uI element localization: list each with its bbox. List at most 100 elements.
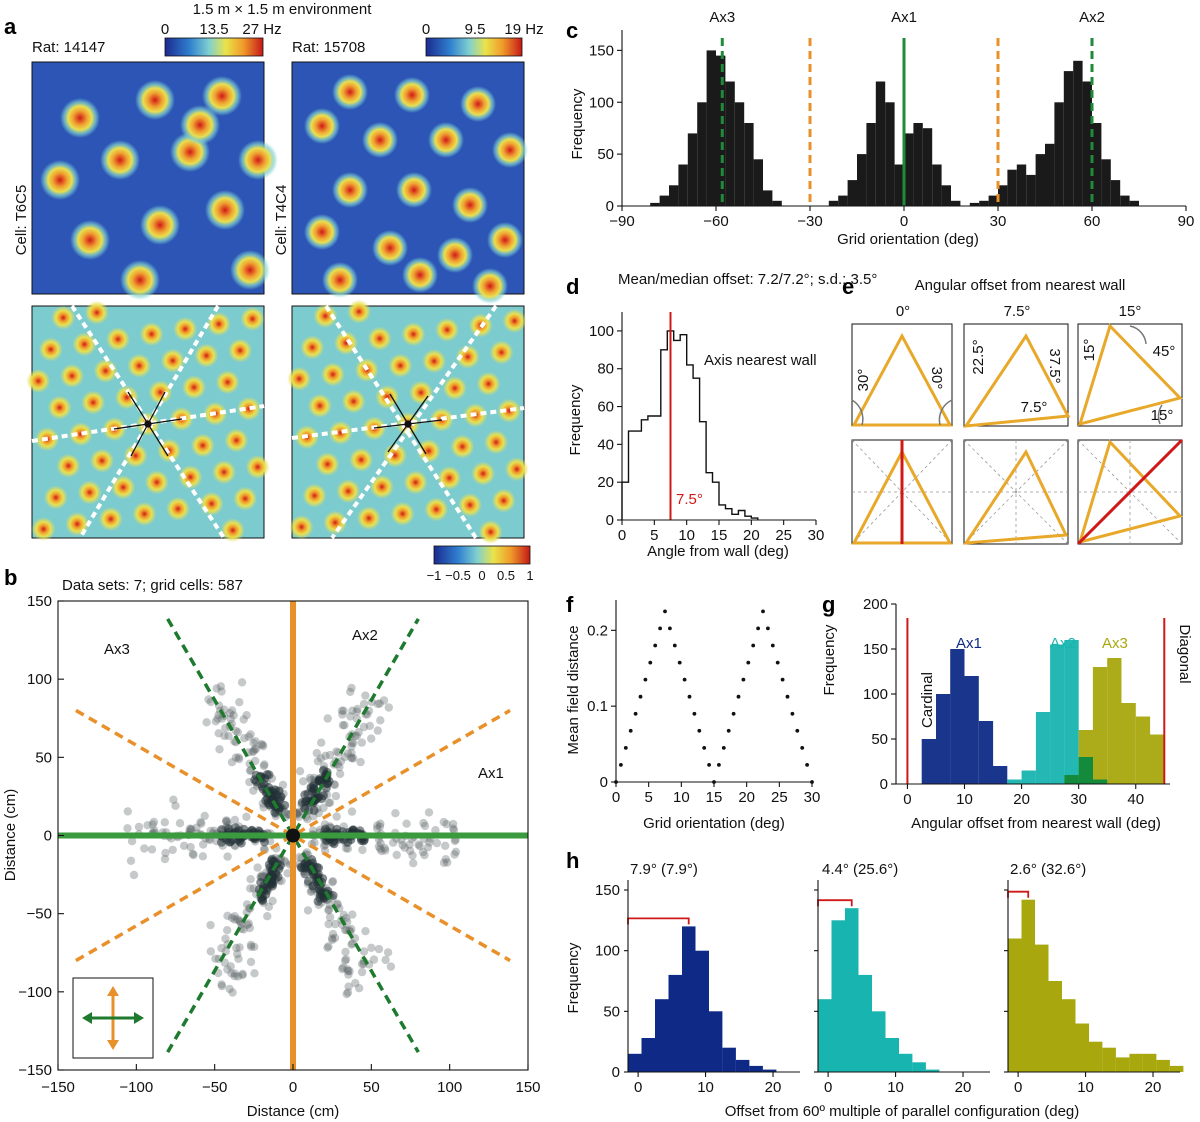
scatter-point	[344, 970, 353, 979]
autocorr-peak	[471, 461, 496, 486]
scatter-point	[386, 962, 396, 971]
x-tick-label: 90	[1178, 213, 1195, 230]
scatter-point	[449, 825, 459, 835]
curve-point	[677, 660, 682, 665]
scatter-point	[233, 972, 243, 981]
scatter-point	[361, 927, 370, 936]
curve-point	[658, 626, 662, 631]
rat-left: Rat: 14147	[32, 39, 105, 56]
autocorr-peak	[458, 493, 482, 517]
scatter-point	[238, 969, 247, 978]
scatter-point	[197, 819, 206, 828]
panel-d-title: Mean/median offset: 7.2/7.2°; s.d.: 3.5°	[618, 271, 877, 288]
curve-point	[805, 763, 809, 767]
scatter-point	[367, 943, 376, 952]
scatter-point	[376, 844, 385, 854]
y-tick-label: 200	[863, 596, 888, 613]
histogram-bar-ax3	[1150, 734, 1165, 784]
scatter-point	[231, 753, 241, 762]
autocorr-peak	[502, 309, 527, 333]
panel-c: Ax3 Ax1 Ax2 −90 −60 −30 0 30 60 90 0 50 100 150 Grid…	[569, 9, 1194, 248]
scatter-point	[143, 821, 152, 830]
scatter-point	[347, 753, 356, 762]
scatter-point	[300, 859, 310, 869]
histogram-bar	[1102, 1047, 1116, 1072]
scatter-point	[343, 749, 353, 758]
panel-e: Angular offset from nearest wall 0° 7.5°…	[851, 277, 1184, 546]
scatter-point	[316, 754, 326, 763]
cardinal-label: Cardinal	[919, 672, 936, 728]
firing-field	[135, 80, 175, 120]
curve-point	[663, 609, 667, 614]
autocorr-peak	[139, 322, 164, 347]
scatter-point	[217, 944, 226, 953]
scatter-point	[321, 751, 330, 760]
curve-point	[736, 694, 741, 699]
firing-field	[322, 262, 358, 298]
autocorr-peak	[307, 393, 332, 418]
autocorr-peak	[476, 371, 501, 396]
cell-left: Cell: T6C5	[13, 185, 30, 256]
autocorr-peak	[390, 501, 415, 526]
scatter-point	[419, 818, 428, 828]
scatter-point	[338, 964, 347, 974]
autocorrelogram-right	[287, 299, 529, 544]
scatter-point	[336, 757, 346, 766]
scatter-point	[257, 895, 267, 904]
scatter-point	[234, 754, 244, 764]
histogram-bar	[641, 1038, 655, 1072]
scatter-point	[313, 757, 323, 766]
curve-point	[761, 609, 765, 614]
scatter-point	[352, 731, 362, 740]
x-tick-label: 0	[618, 527, 626, 544]
histogram-bar-ax1	[964, 676, 979, 784]
marker-label: Ax3	[709, 9, 735, 26]
scatter-point	[328, 878, 337, 887]
scatter-point	[325, 913, 335, 922]
curve-point	[780, 677, 785, 682]
scatter-point	[347, 742, 356, 751]
curve-point	[633, 711, 638, 716]
scatter-point	[230, 969, 239, 978]
autocorr-peak	[347, 299, 371, 324]
histogram-bar	[1026, 174, 1036, 206]
autocorr-peak	[173, 317, 198, 341]
scatter-point	[220, 731, 229, 741]
scatter-point	[374, 944, 384, 954]
panel-d-xlabel: Angle from wall (deg)	[647, 543, 789, 560]
histogram-bar	[1035, 154, 1045, 206]
scatter-point	[356, 757, 365, 767]
angle-1-right: 37.5°	[1046, 348, 1063, 383]
scatter-point	[217, 687, 226, 696]
scatter-point	[439, 858, 449, 867]
firing-field	[332, 74, 368, 110]
curve-point	[697, 728, 702, 733]
rate-map-left	[31, 61, 278, 300]
autocorr-peak	[144, 470, 169, 495]
scatter-point	[188, 849, 197, 859]
scatter-point	[376, 716, 385, 725]
scatter-point	[240, 734, 249, 743]
x-tick-label: −30	[797, 213, 822, 230]
scatter-point	[358, 845, 367, 855]
autocorr-peak	[98, 507, 123, 531]
curve-point	[619, 763, 623, 767]
firing-field	[332, 172, 368, 208]
histogram-bar	[1021, 899, 1035, 1072]
scatter-point	[349, 738, 358, 748]
histogram-bar	[735, 1059, 750, 1072]
scatter-point	[206, 947, 215, 956]
histogram-bar-ax2	[1050, 644, 1065, 784]
x-tick-label: 0	[900, 213, 908, 230]
scatter-point	[245, 766, 255, 775]
autocorr-peak	[90, 448, 114, 473]
scatter-point	[365, 721, 374, 731]
scatter-point	[249, 738, 258, 747]
angle-2-bottom: 15°	[1151, 407, 1174, 424]
scatter-point	[214, 729, 223, 738]
scatter-point	[335, 769, 345, 779]
scatter-point	[234, 954, 243, 963]
scatter-point	[237, 678, 247, 687]
offset-bracket	[627, 917, 690, 925]
scatter-point	[235, 943, 244, 952]
